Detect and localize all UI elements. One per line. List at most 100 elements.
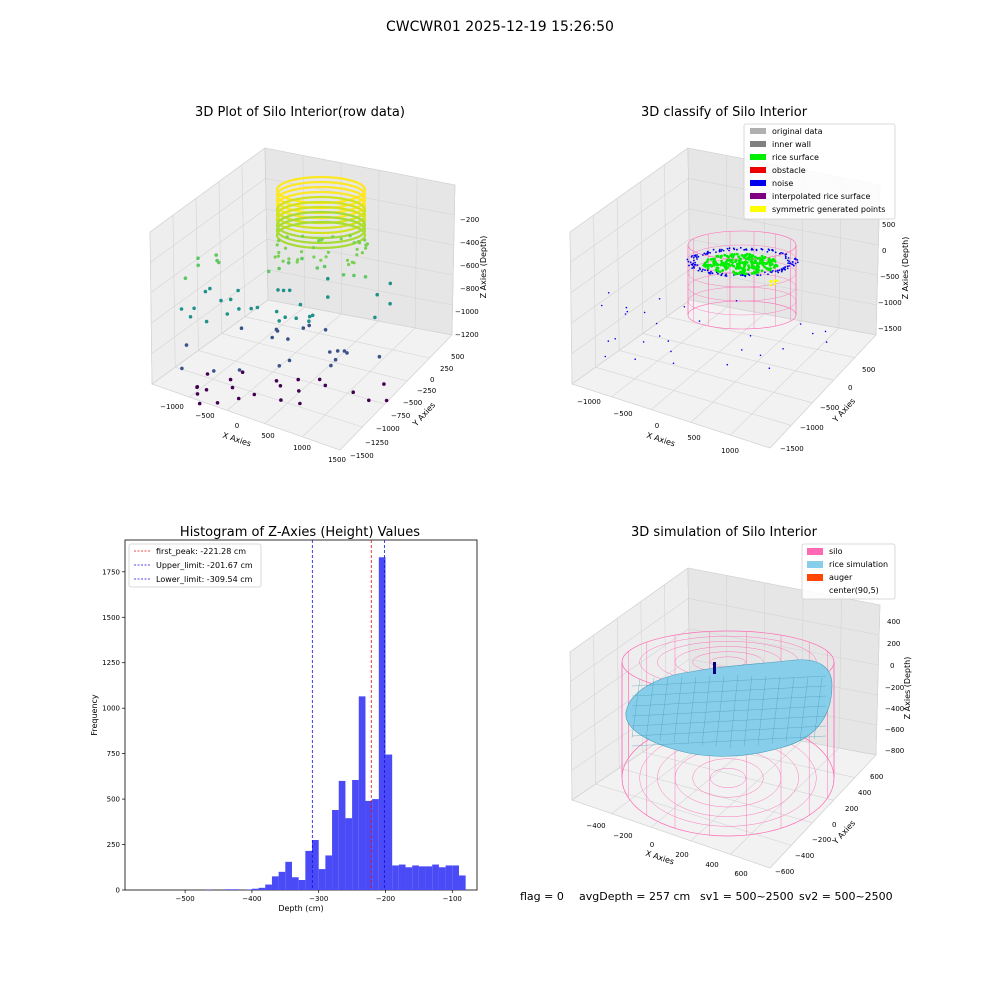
legend-label: interpolated rice surface — [772, 192, 870, 201]
z-axis-label: Z Axies (Depth) — [903, 657, 912, 720]
x-tick-label: 500 — [261, 432, 274, 440]
panel-title: Histogram of Z-Axies (Height) Values — [180, 525, 420, 540]
histogram-bar — [452, 865, 459, 890]
x-tick-label: −100 — [443, 895, 462, 903]
legend: silo rice simulation auger center(90,5) — [801, 543, 896, 600]
legend-label: rice simulation — [829, 560, 888, 569]
y-tick-label: −600 — [775, 868, 794, 876]
x-tick-label: −400 — [586, 822, 605, 830]
x-tick-label: −500 — [175, 895, 194, 903]
z-tick-label: −1000 — [878, 299, 902, 307]
y-tick-label: 250 — [440, 365, 453, 373]
legend-entry: rice surface — [750, 153, 819, 162]
x-tick-label: 1000 — [293, 444, 311, 452]
panel-simulation-3d: 3D simulation of Silo Interior silo — [569, 525, 912, 878]
y-tick-label: −200 — [812, 836, 831, 844]
y-tick-label: −1500 — [350, 452, 374, 460]
histogram-bar — [258, 887, 266, 890]
z-tick-label: −400 — [460, 239, 479, 247]
histogram-bar — [445, 865, 453, 890]
y-ticks: 0 250 500 750 1000 1250 1500 1750 — [102, 568, 125, 895]
legend-entry: Upper_limit: -201.67 cm — [134, 561, 253, 570]
histogram-bar — [352, 780, 359, 890]
histogram-bar — [305, 850, 313, 890]
y-tick-label: 0 — [848, 384, 852, 392]
histogram-bar — [458, 875, 466, 890]
legend-swatch — [750, 154, 766, 160]
y-tick-label: 500 — [862, 366, 875, 374]
histogram-bar — [405, 867, 413, 890]
y-tick-labels: 500 250 0 −250 −500 −750 −1000 −1250 −15… — [350, 353, 464, 460]
histogram-bar — [412, 865, 419, 890]
histogram-bar — [378, 557, 386, 890]
x-tick-label: −500 — [613, 410, 632, 418]
flag-text: flag = 0 — [520, 890, 564, 903]
x-tick-label: 600 — [734, 870, 747, 878]
x-tick-label: 0 — [655, 422, 659, 430]
avg-depth-text: avgDepth = 257 cm — [579, 890, 690, 903]
panel-title: 3D simulation of Silo Interior — [631, 525, 818, 540]
legend: first_peak: -221.28 cm Upper_limit: -201… — [128, 543, 262, 588]
histogram-bar — [438, 867, 446, 890]
y-tick-label: 750 — [107, 750, 120, 758]
legend-entry: interpolated rice surface — [750, 192, 870, 201]
x-tick-label: 500 — [687, 434, 700, 442]
x-axis-label: X Axies — [644, 849, 675, 867]
x-tick-label: −200 — [613, 832, 632, 840]
y-tick-label: 0 — [116, 887, 120, 895]
z-tick-label: 400 — [887, 618, 900, 626]
z-tick-label: −600 — [460, 262, 479, 270]
z-tick-label: −600 — [885, 726, 904, 734]
y-tick-label: 1750 — [102, 568, 120, 576]
x-axis-label: X Axies — [645, 431, 676, 449]
z-tick-label: 500 — [882, 221, 895, 229]
legend-entry: center(90,5) — [829, 586, 879, 595]
x-tick-label: −1000 — [160, 403, 184, 411]
plot-area — [124, 539, 478, 891]
histogram-bar — [385, 754, 393, 890]
raw-point-cloud — [179, 175, 393, 406]
x-tick-label: −1000 — [577, 398, 601, 406]
reference-lines — [311, 540, 385, 890]
legend-entry: noise — [750, 179, 793, 188]
y-tick-label: −1000 — [376, 425, 400, 433]
y-tick-label: −400 — [795, 852, 814, 860]
y-tick-label: 400 — [858, 789, 871, 797]
x-axis-label: X Axies — [221, 431, 252, 449]
y-tick-label: −250 — [417, 387, 436, 395]
x-tick-label: −500 — [195, 412, 214, 420]
panel-histogram: Histogram of Z-Axies (Height) Values −50… — [90, 525, 478, 913]
x-axis-label: Depth (cm) — [278, 904, 323, 913]
z-tick-label: −1000 — [455, 308, 479, 316]
histogram-bar — [251, 888, 259, 890]
x-tick-labels: −1000 −500 0 500 1000 — [577, 398, 739, 455]
z-tick-label: −500 — [880, 273, 899, 281]
y-tick-label: −1250 — [365, 439, 389, 447]
panel-title: 3D Plot of Silo Interior(row data) — [195, 105, 405, 120]
y-tick-label: −500 — [403, 399, 422, 407]
x-tick-label: −300 — [309, 895, 328, 903]
z-tick-labels: 400 200 0 −200 −400 −600 −800 — [885, 618, 904, 755]
legend-swatch — [750, 167, 766, 173]
legend-label: inner wall — [772, 140, 811, 149]
legend-swatch — [750, 206, 766, 212]
z-axis-label: Z Axies (Depth) — [901, 237, 910, 300]
z-tick-label: −800 — [460, 285, 479, 293]
legend-swatch — [807, 548, 823, 555]
histogram-bar — [291, 877, 299, 890]
legend-label: silo — [829, 547, 843, 556]
x-ticks: −500 −400 −300 −200 −100 — [175, 890, 462, 903]
histogram-bar — [312, 840, 319, 890]
y-tick-label: 0 — [832, 821, 836, 829]
y-tick-label: 600 — [870, 773, 883, 781]
legend: original data inner wall rice surface ob… — [743, 123, 896, 220]
histogram-bar — [418, 866, 426, 890]
histogram-bar — [225, 889, 232, 890]
y-tick-label: 200 — [845, 805, 858, 813]
y-tick-label: 1250 — [102, 659, 120, 667]
legend-swatch — [750, 180, 766, 186]
panel-classify-3d: 3D classify of Silo Interior original da… — [569, 105, 910, 455]
x-tick-labels: −1000 −500 0 500 1000 1500 — [160, 403, 346, 464]
histogram-bar — [392, 865, 399, 890]
y-tick-label: 0 — [430, 376, 434, 384]
